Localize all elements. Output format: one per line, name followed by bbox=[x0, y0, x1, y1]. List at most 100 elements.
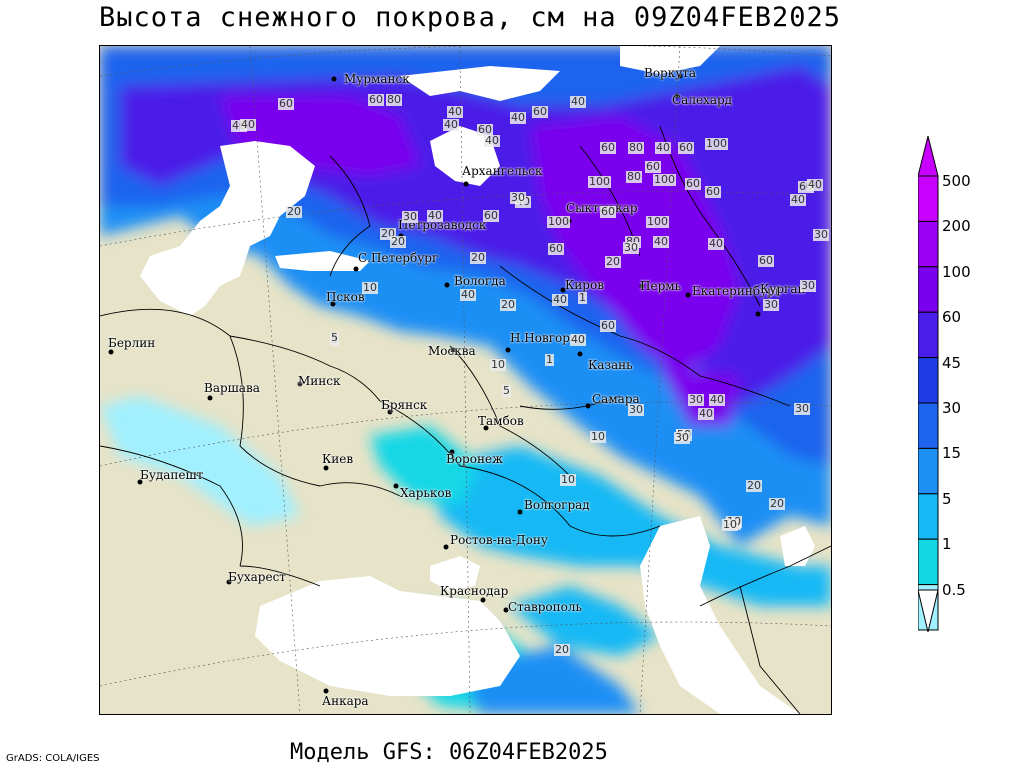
legend-tick-label: 100 bbox=[942, 262, 971, 281]
contour-label: 100 bbox=[588, 175, 611, 188]
contour-label: 60 bbox=[758, 254, 774, 267]
legend-tick-label: 30 bbox=[942, 399, 962, 417]
legend-swatch bbox=[918, 311, 939, 359]
city-label: Москва bbox=[428, 344, 476, 358]
contour-label: 100 bbox=[653, 173, 676, 186]
city-label: Будапешт bbox=[140, 468, 204, 482]
color-legend: 500 200 100 60 45 30 15 5 1 0.5 bbox=[918, 136, 1018, 636]
contour-label: 40 bbox=[240, 118, 256, 131]
city-label: Н.Новгород bbox=[510, 331, 585, 345]
contour-label: 30 bbox=[800, 279, 816, 292]
legend-tick-label: 200 bbox=[942, 217, 971, 236]
legend-swatch bbox=[918, 357, 939, 404]
contour-label: 20 bbox=[286, 205, 302, 218]
contour-label: 40 bbox=[443, 118, 459, 131]
sea-water bbox=[140, 46, 815, 714]
contour-label: 30 bbox=[688, 393, 704, 406]
city-label: Варшава bbox=[204, 381, 260, 395]
contour-label: 60 bbox=[548, 242, 564, 255]
contour-label: 40 bbox=[427, 209, 443, 222]
legend-tick-label: 0.5 bbox=[942, 580, 966, 599]
contour-label: 40 bbox=[552, 293, 568, 306]
contour-label: 5 bbox=[330, 331, 339, 344]
contour-label: 40 bbox=[447, 105, 463, 118]
city-label: Петрозаводск bbox=[398, 218, 487, 232]
contour-label: 40 bbox=[655, 141, 671, 154]
city-label: Киров bbox=[565, 278, 604, 292]
legend-swatch bbox=[918, 402, 939, 449]
city-label: Воронеж bbox=[446, 452, 504, 466]
legend-tick-label: 15 bbox=[942, 444, 962, 463]
contour-label: 60 bbox=[278, 97, 294, 110]
contour-label: 60 bbox=[483, 209, 499, 222]
city-label: Воркута bbox=[644, 66, 697, 80]
legend-swatch bbox=[918, 538, 939, 586]
city-label: Минск bbox=[298, 374, 341, 388]
city-label: Тамбов bbox=[478, 414, 524, 428]
contour-label: 40 bbox=[460, 288, 476, 301]
city-label: Екатеринбург bbox=[692, 284, 782, 298]
contour-label: 30 bbox=[628, 403, 644, 416]
contour-label: 20 bbox=[500, 298, 516, 311]
legend-tick-label: 500 bbox=[942, 172, 971, 190]
contour-label: 80 bbox=[386, 93, 402, 106]
city-label: Салехард bbox=[672, 93, 733, 107]
city-label: С.Петербург bbox=[358, 251, 439, 265]
contour-label: 40 bbox=[510, 111, 526, 124]
contour-label: 60 bbox=[678, 141, 694, 154]
contour-label: 10 bbox=[722, 518, 738, 531]
contour-label: 10 bbox=[590, 430, 606, 443]
legend-swatch bbox=[918, 220, 939, 268]
contour-label: 20 bbox=[746, 479, 762, 492]
contour-label: 1 bbox=[545, 353, 554, 366]
country-borders bbox=[100, 125, 831, 714]
contour-label: 40 bbox=[570, 95, 586, 108]
contour-label: 100 bbox=[646, 215, 669, 228]
contour-label: 30 bbox=[794, 402, 810, 415]
contour-label: 40 bbox=[807, 178, 823, 191]
legend-tick-label: 5 bbox=[942, 489, 952, 508]
contour-label: 20 bbox=[390, 235, 406, 248]
contour-label: 40 bbox=[790, 193, 806, 206]
contour-label: 100 bbox=[547, 215, 570, 228]
legend-swatch bbox=[918, 266, 939, 313]
city-label: Самара bbox=[592, 392, 640, 406]
contour-label: 40 bbox=[653, 235, 669, 248]
contour-label: 5 bbox=[502, 384, 511, 397]
contour-label: 60 bbox=[532, 105, 548, 118]
legend-swatch bbox=[918, 175, 939, 222]
contour-label: 20 bbox=[554, 643, 570, 656]
city-label: Ставрополь bbox=[508, 600, 583, 614]
contour-label: 60 bbox=[368, 93, 384, 106]
city-label: Пермь bbox=[640, 279, 682, 293]
snow-depth-map: МурманскВоркутаСалехардАрхангельскСыктыв… bbox=[99, 45, 832, 715]
graticule bbox=[100, 46, 831, 714]
contour-label: 80 bbox=[626, 170, 642, 183]
contour-label: 60 bbox=[685, 177, 701, 190]
contour-label: 40 bbox=[698, 407, 714, 420]
city-label: Ростов-на-Дону bbox=[450, 533, 548, 547]
city-label: Анкара bbox=[322, 694, 369, 708]
model-run-label: Модель GFS: 06Z04FEB2025 bbox=[290, 740, 608, 765]
legend-tick-label: 60 bbox=[942, 308, 962, 327]
city-label: Харьков bbox=[400, 486, 452, 500]
city-label: Брянск bbox=[381, 398, 428, 412]
city-label: Казань bbox=[588, 358, 633, 372]
credit-text: GrADS: COLA/IGES bbox=[6, 753, 100, 764]
contour-label: 30 bbox=[623, 241, 639, 254]
page-title: Высота снежного покрова, см на 09Z04FEB2… bbox=[99, 2, 841, 33]
contour-label: 10 bbox=[560, 473, 576, 486]
legend-colorbar bbox=[918, 136, 939, 633]
contour-label: 20 bbox=[769, 497, 785, 510]
city-label: Псков bbox=[326, 290, 365, 304]
contour-label: 30 bbox=[813, 228, 829, 241]
contour-label: 60 bbox=[600, 205, 616, 218]
contour-label: 30 bbox=[402, 210, 418, 223]
contour-label: 40 bbox=[570, 333, 586, 346]
city-label: Киев bbox=[322, 452, 354, 466]
contour-label: 10 bbox=[490, 358, 506, 371]
city-markers bbox=[108, 73, 761, 694]
city-label: Волгоград bbox=[524, 498, 590, 512]
legend-swatch bbox=[918, 493, 939, 540]
legend-tick-label: 1 bbox=[942, 535, 952, 554]
